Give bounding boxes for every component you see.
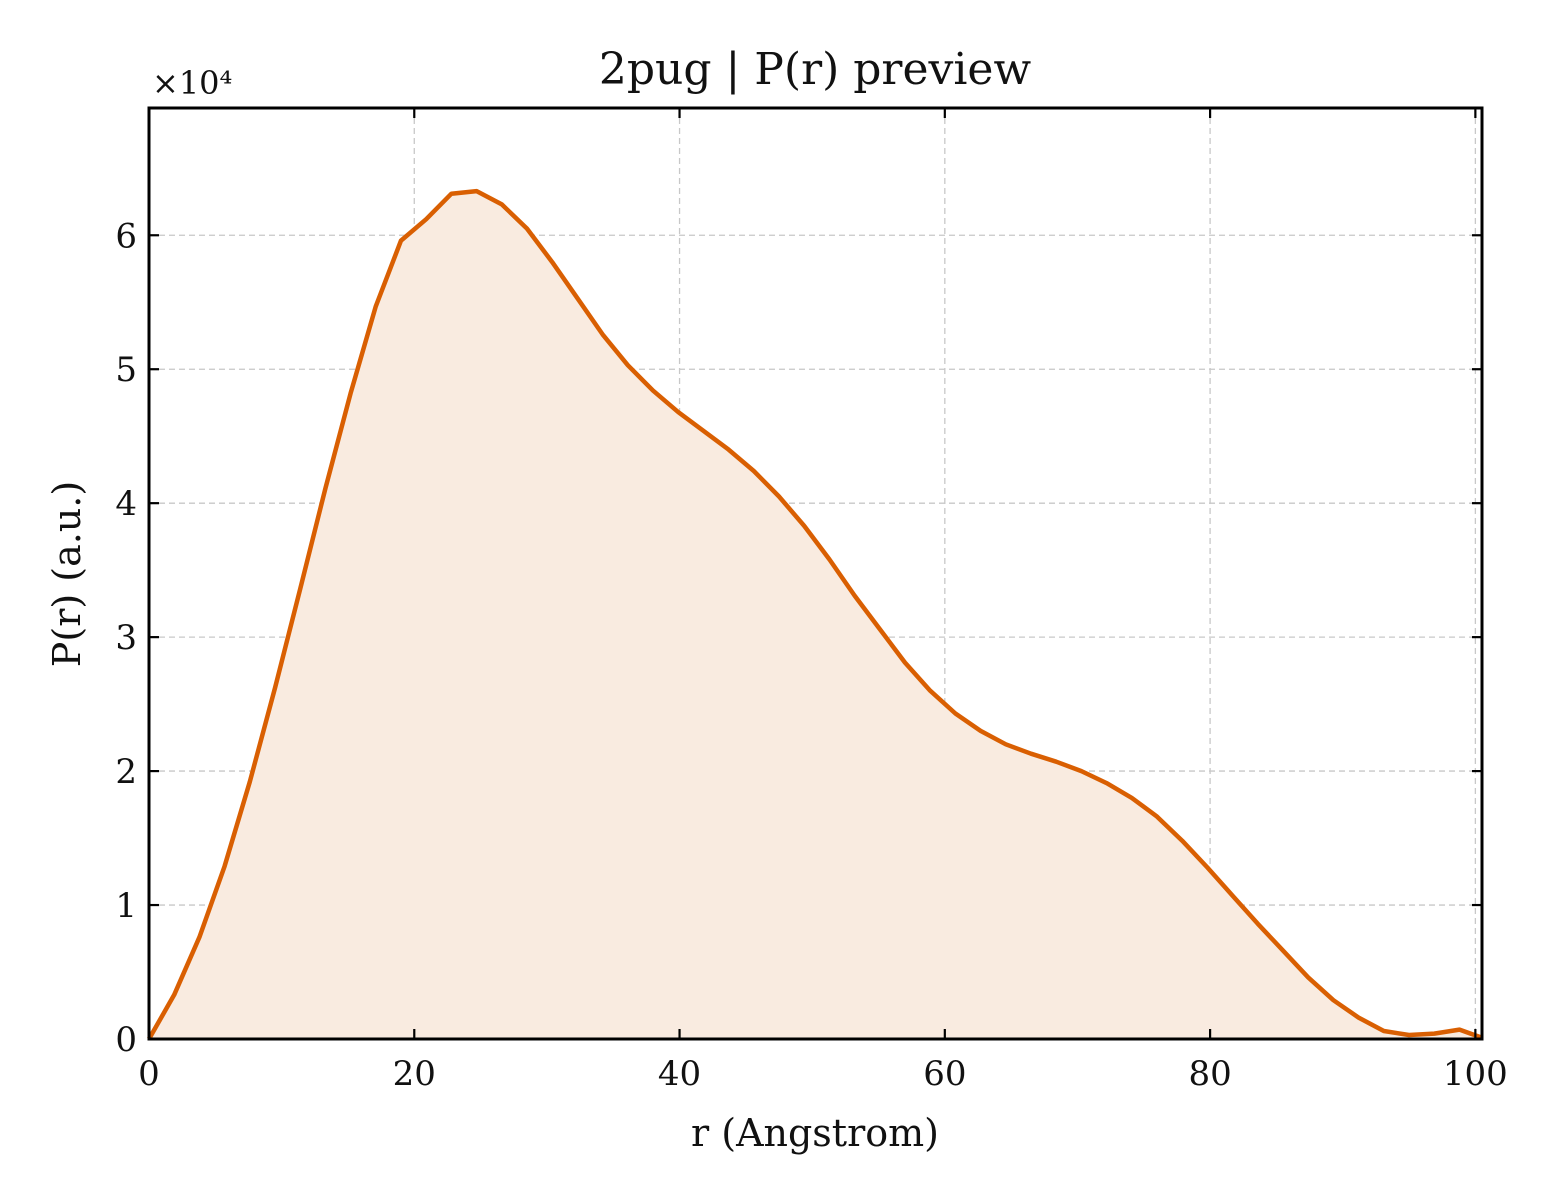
axis-ticks: 0 20 40 60 80 100 0 1 2 3 4 5 6 [115,108,1508,1094]
y-axis-multiplier: ×10⁴ [152,64,232,102]
y-axis-label: P(r) (a.u.) [45,481,89,667]
x-tick-label: 100 [1443,1054,1508,1094]
x-tick-label: 80 [1188,1054,1231,1094]
y-tick-label: 6 [115,216,137,256]
x-tick-label: 60 [923,1054,966,1094]
x-tick-label: 0 [138,1054,160,1094]
y-tick-label: 4 [115,484,137,524]
x-tick-label: 40 [658,1054,701,1094]
plot-frame [147,106,1484,1041]
pr-area-fill [149,191,1482,1040]
y-tick-label: 3 [115,618,137,658]
y-tick-label: 1 [115,886,137,926]
pr-series-line [147,188,1483,1041]
y-tick-label: 0 [115,1020,137,1060]
x-axis-label: r (Angstrom) [691,1111,939,1155]
y-tick-label: 5 [115,350,137,390]
y-tick-label: 2 [115,752,137,792]
chart-title: 2pug | P(r) preview [599,44,1032,95]
x-tick-label: 20 [393,1054,436,1094]
